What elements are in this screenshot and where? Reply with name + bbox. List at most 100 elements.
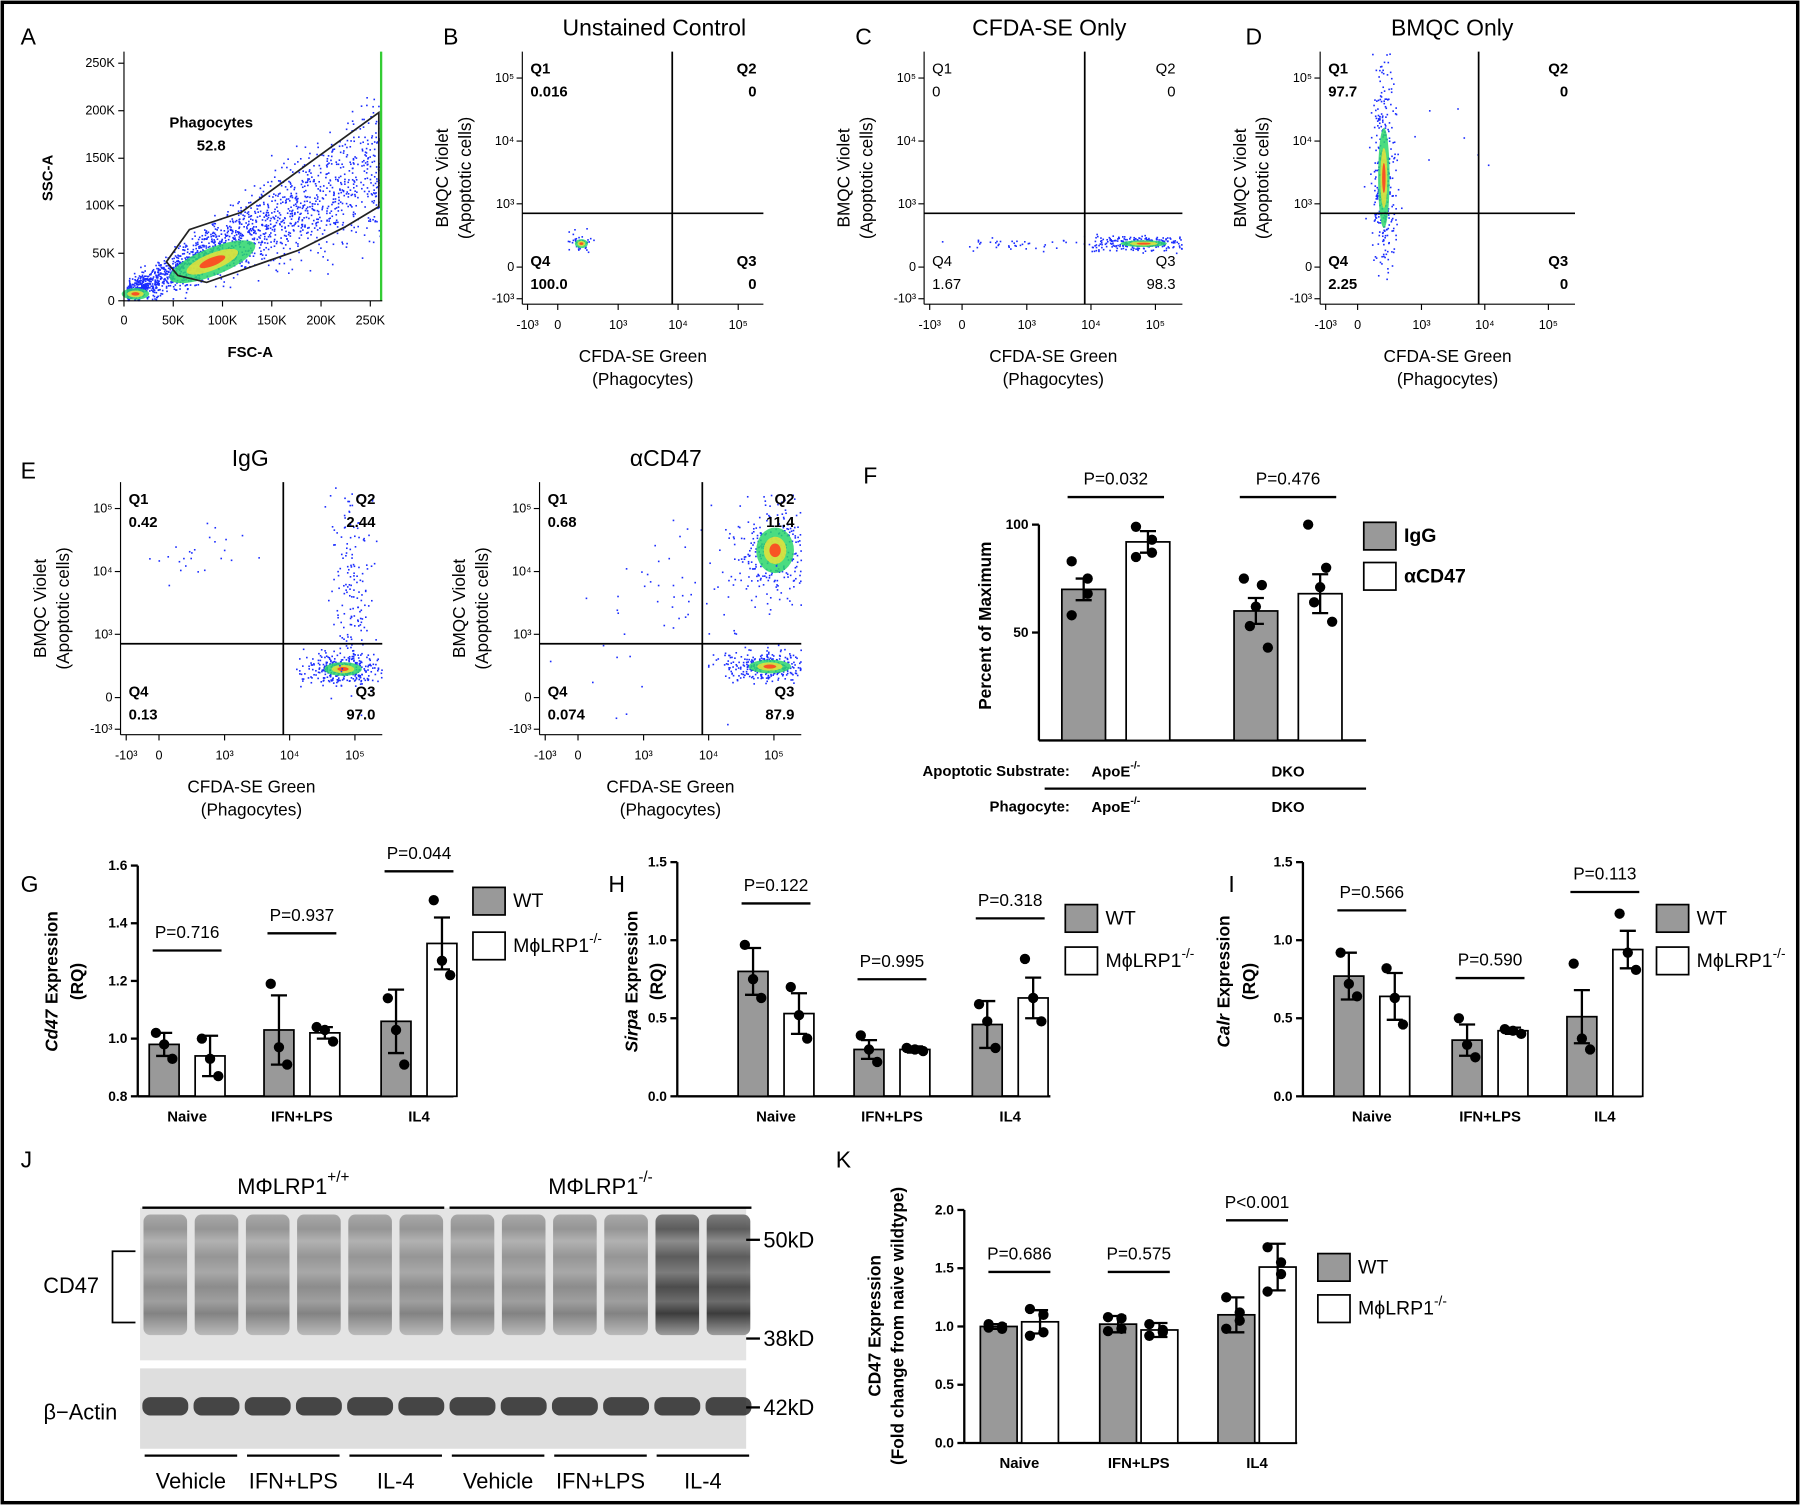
event-dot: [248, 216, 250, 218]
y-tick-label: 50K: [92, 246, 115, 260]
event-dot: [723, 614, 725, 616]
event-dot: [381, 677, 383, 679]
event-dot: [1044, 244, 1046, 246]
event-dot: [285, 231, 287, 233]
event-dot: [351, 658, 353, 660]
event-dot: [759, 517, 761, 519]
event-dot: [366, 227, 368, 229]
event-dot: [270, 241, 272, 243]
data-point: [1257, 580, 1267, 590]
event-dot: [1044, 246, 1046, 248]
group-label: MΦLRP1-/-: [548, 1169, 652, 1199]
event-dot: [295, 242, 297, 244]
event-dot: [1076, 242, 1078, 244]
event-dot: [333, 651, 335, 653]
data-point: [918, 1046, 928, 1056]
event-dot: [352, 120, 354, 122]
event-dot: [301, 674, 303, 676]
event-dot: [310, 172, 312, 174]
quadrant-name: Q3: [774, 684, 794, 701]
event-dot: [774, 581, 776, 583]
event-dot: [755, 556, 757, 558]
event-dot: [326, 655, 328, 657]
event-dot: [319, 200, 321, 202]
event-dot: [1129, 238, 1131, 240]
event-dot: [358, 537, 360, 539]
event-dot: [318, 181, 320, 183]
event-dot: [287, 158, 289, 160]
event-dot: [169, 269, 171, 271]
event-dot: [239, 226, 241, 228]
event-dot: [375, 674, 377, 676]
event-dot: [777, 580, 779, 582]
data-point: [437, 956, 447, 966]
event-dot: [287, 212, 289, 214]
event-dot: [336, 532, 338, 534]
blot-lane: [399, 1215, 443, 1336]
event-dot: [1391, 88, 1393, 90]
event-dot: [357, 597, 359, 599]
event-dot: [245, 266, 247, 268]
event-dot: [326, 224, 328, 226]
x-tick-label-sup: -/-: [1130, 760, 1140, 771]
event-dot: [289, 222, 291, 224]
y-tick-label: 0.5: [1273, 1011, 1292, 1026]
event-dot: [371, 193, 373, 195]
event-dot: [1165, 238, 1167, 240]
event-dot: [282, 196, 284, 198]
event-dot: [349, 584, 351, 586]
y-tick-label: 0.8: [108, 1089, 127, 1104]
event-dot: [129, 280, 131, 282]
event-dot: [1374, 127, 1376, 129]
event-dot: [157, 262, 159, 264]
event-dot: [793, 662, 795, 664]
x-tick-label: 10⁵: [1539, 318, 1558, 332]
event-dot: [252, 219, 254, 221]
y-tick-label: 1.6: [108, 858, 127, 873]
event-dot: [736, 633, 738, 635]
p-value: P=0.476: [1256, 469, 1321, 489]
event-dot: [166, 277, 168, 279]
event-dot: [1137, 249, 1139, 251]
event-dot: [739, 505, 741, 507]
event-dot: [357, 607, 359, 609]
event-dot: [310, 234, 312, 236]
event-dot: [800, 604, 802, 606]
event-dot: [244, 211, 246, 213]
event-dot: [1371, 137, 1373, 139]
x-tick-label: Naive: [756, 1108, 796, 1125]
x-tick-label: 10³: [1412, 318, 1430, 332]
event-dot: [144, 270, 146, 272]
event-dot: [326, 166, 328, 168]
event-dot: [290, 169, 292, 171]
event-dot: [747, 668, 749, 670]
event-dot: [1115, 245, 1117, 247]
gate-label: Phagocytes: [169, 114, 253, 131]
event-dot: [368, 122, 370, 124]
event-dot: [746, 662, 748, 664]
event-dot: [368, 535, 370, 537]
event-dot: [280, 180, 282, 182]
quadrant-value: 2.25: [1328, 276, 1357, 293]
y-axis-label: SSC-A: [40, 155, 57, 202]
blot-lane: [195, 1215, 239, 1336]
event-dot: [800, 650, 802, 652]
event-dot: [369, 156, 371, 158]
event-dot: [327, 676, 329, 678]
event-dot: [779, 655, 781, 657]
event-dot: [129, 284, 131, 286]
event-dot: [247, 224, 249, 226]
event-dot: [793, 580, 795, 582]
legend-label-sup: -/-: [1773, 946, 1786, 961]
legend-swatch: [1065, 905, 1097, 933]
event-dot: [307, 196, 309, 198]
blot-lane: [246, 1215, 290, 1336]
event-dot: [330, 495, 332, 497]
event-dot: [140, 267, 142, 269]
event-dot: [322, 190, 324, 192]
event-dot: [1376, 257, 1378, 259]
event-dot: [353, 575, 355, 577]
event-dot: [733, 675, 735, 677]
event-dot: [353, 657, 355, 659]
event-dot: [304, 226, 306, 228]
